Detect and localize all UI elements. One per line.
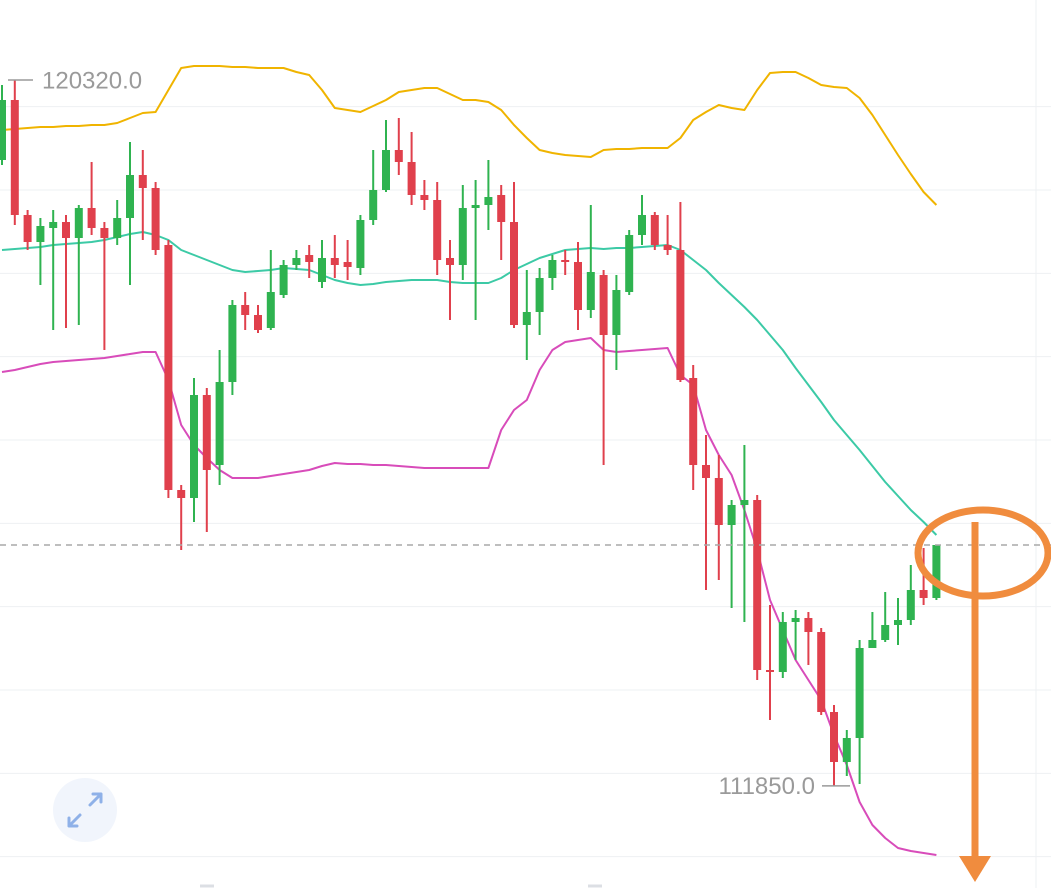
candle-body	[292, 258, 301, 265]
candle-body	[625, 235, 634, 292]
candle-body	[791, 618, 800, 622]
candle-body	[804, 618, 813, 632]
candle-body	[868, 640, 877, 648]
candle-body	[561, 260, 570, 262]
arrow-head	[959, 856, 991, 882]
candle-body	[215, 382, 224, 465]
candle-body	[714, 478, 723, 525]
highlight-circle	[914, 506, 1051, 600]
candle-body	[702, 465, 710, 478]
candle-body	[126, 175, 134, 218]
candle-body	[586, 272, 595, 310]
overlay	[53, 506, 1051, 882]
candle-body	[266, 292, 275, 328]
candle-body	[10, 100, 19, 215]
expand-button-bg[interactable]	[53, 778, 117, 842]
candle-body	[676, 250, 685, 380]
candle-body	[177, 490, 186, 498]
candle-body	[87, 208, 96, 228]
candle-body	[484, 197, 493, 205]
candle-body	[535, 278, 544, 312]
candle-body	[202, 395, 211, 470]
candle-body	[433, 200, 442, 260]
candle-body	[74, 208, 83, 238]
candle-body	[420, 195, 429, 200]
candle-body	[279, 265, 288, 295]
candle-body	[458, 208, 467, 265]
candle-body	[842, 738, 851, 762]
candle-body	[138, 175, 147, 188]
candle-body	[0, 100, 6, 160]
candle-body	[254, 315, 262, 330]
candle-body	[241, 305, 250, 315]
expand-icon[interactable]	[67, 792, 103, 828]
candle-body	[151, 188, 160, 250]
candle-body	[471, 205, 480, 208]
candle-body	[599, 275, 608, 335]
candle-body	[522, 312, 531, 325]
candle-body	[49, 222, 58, 228]
candle-body	[343, 262, 352, 267]
candle-body	[190, 395, 198, 498]
candle-body	[228, 305, 237, 382]
candle-body	[855, 648, 864, 738]
candle-body	[164, 245, 173, 490]
candle-body	[305, 255, 314, 262]
plot-area: 120320.0 111850.0	[0, 65, 1051, 858]
candle-body	[740, 500, 749, 505]
candle-body	[369, 190, 378, 220]
candle-body	[894, 620, 902, 625]
candle-body	[113, 218, 122, 238]
candle-body	[382, 150, 390, 190]
candle-body	[932, 545, 941, 598]
candle-body	[446, 258, 454, 265]
candle-body	[638, 215, 646, 235]
candle-body	[394, 150, 403, 162]
candle-body	[689, 378, 698, 465]
candle-body	[407, 162, 416, 195]
candle-body	[830, 712, 838, 762]
candle-body	[356, 220, 365, 268]
candle-body	[919, 590, 928, 598]
candle-body	[817, 632, 826, 712]
candle-body	[574, 262, 582, 310]
candle-body	[36, 226, 45, 242]
candle-body	[766, 670, 774, 672]
candle-body	[548, 260, 557, 278]
candle-body	[62, 222, 70, 238]
candle-body	[650, 215, 659, 245]
candle-body	[510, 222, 518, 325]
band-line	[1, 65, 938, 206]
candle-body	[612, 290, 621, 335]
candle-body	[330, 258, 339, 265]
candle-body	[100, 228, 109, 238]
candle-body	[906, 590, 915, 620]
extreme-label: 111850.0	[718, 773, 815, 800]
candle-body	[727, 505, 736, 525]
candle-body	[497, 195, 506, 222]
candle-body	[318, 258, 326, 282]
expand-button[interactable]	[53, 778, 117, 842]
candle-body	[663, 245, 672, 250]
candle-body	[881, 625, 890, 640]
candle-body	[753, 500, 762, 670]
candle-body	[778, 622, 787, 672]
extreme-label: 120320.0	[42, 67, 142, 94]
candle-body	[23, 215, 32, 242]
